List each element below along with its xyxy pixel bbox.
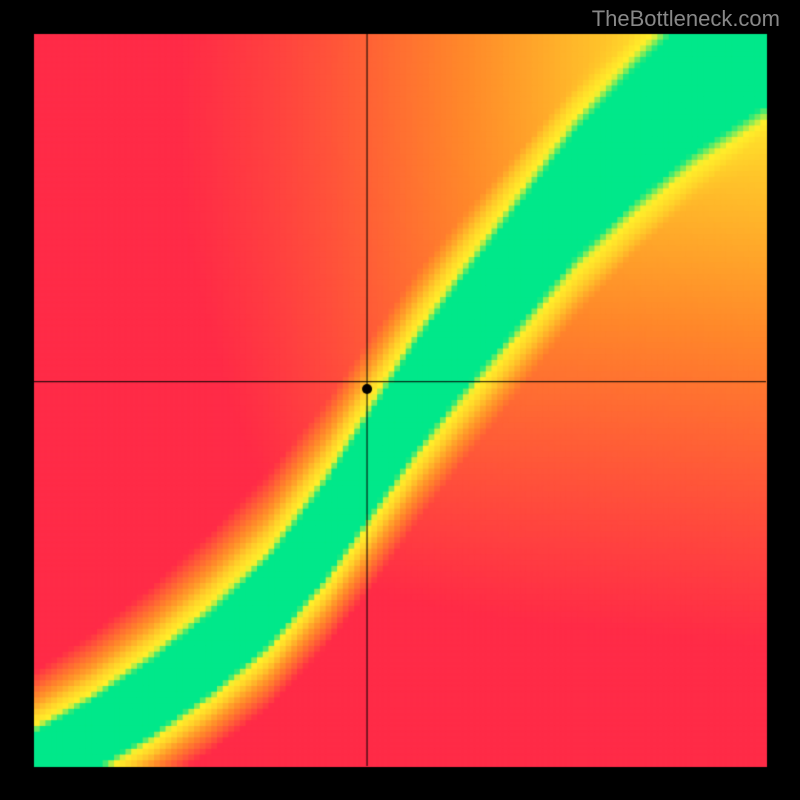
heatmap-canvas bbox=[0, 0, 800, 800]
watermark-text: TheBottleneck.com bbox=[592, 6, 780, 32]
